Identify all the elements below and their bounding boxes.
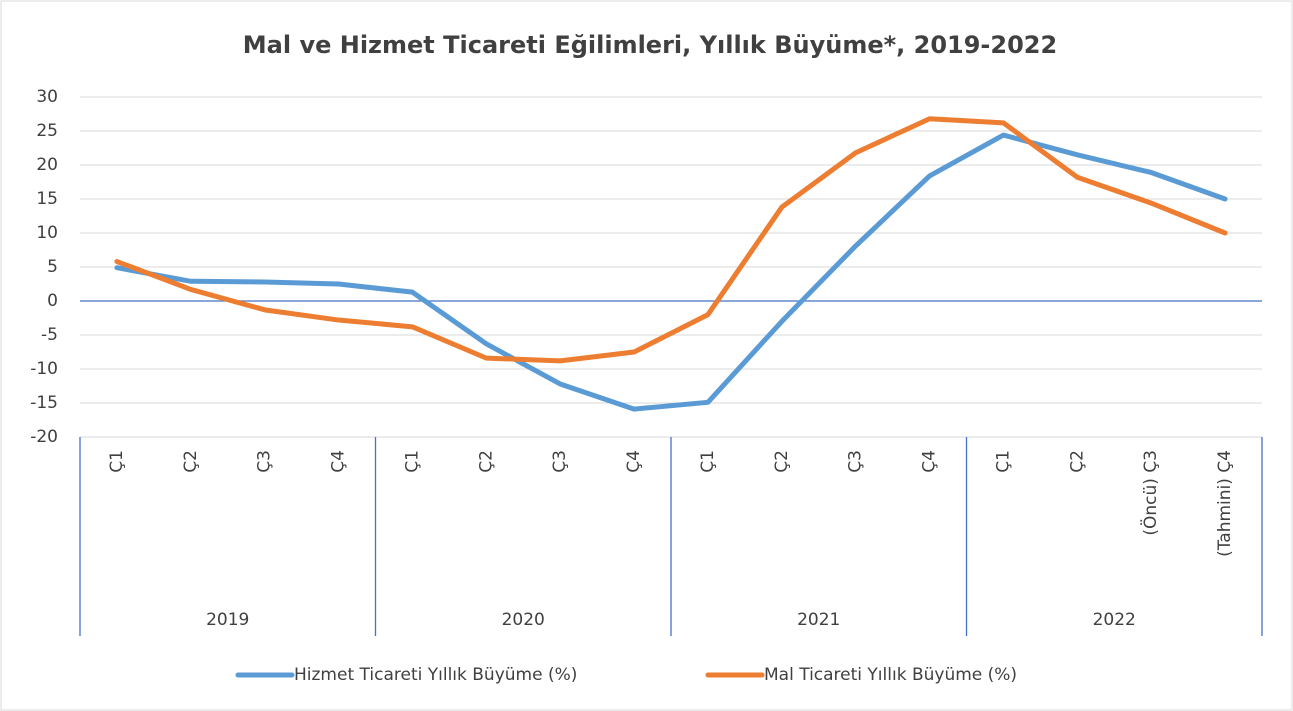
y-tick-label: 10 <box>36 223 58 243</box>
x-tick-label: Ç3 <box>255 450 275 473</box>
x-tick-label: Ç1 <box>402 450 422 473</box>
y-tick-label: 30 <box>36 87 58 107</box>
x-tick-label: (Öncü) Ç3 <box>1139 450 1161 536</box>
y-tick-label: -10 <box>30 359 58 379</box>
x-tick-label: Ç2 <box>181 450 201 473</box>
x-tick-label: Ç2 <box>772 450 792 473</box>
x-tick-label: Ç1 <box>107 450 127 473</box>
x-tick-label: Ç4 <box>920 450 940 473</box>
legend-label: Mal Ticareti Yıllık Büyüme (%) <box>764 665 1017 685</box>
x-tick-label: Ç4 <box>329 450 349 473</box>
x-tick-label: (Tahmini) Ç4 <box>1215 450 1235 557</box>
group-label: 2020 <box>502 610 545 630</box>
y-tick-label: 5 <box>47 257 58 277</box>
series-line <box>114 132 1228 412</box>
legend-label: Hizmet Ticareti Yıllık Büyüme (%) <box>294 665 577 685</box>
y-tick-label: 25 <box>36 121 58 141</box>
y-tick-label: -20 <box>30 427 58 447</box>
y-tick-label: -5 <box>41 325 58 345</box>
x-tick-label: Ç2 <box>1067 450 1087 473</box>
y-tick-label: 15 <box>36 189 58 209</box>
group-label: 2022 <box>1093 610 1136 630</box>
x-tick-label: Ç2 <box>476 450 496 473</box>
x-tick-label: Ç3 <box>550 450 570 473</box>
x-tick-label: Ç4 <box>624 450 644 473</box>
group-label: 2019 <box>206 610 249 630</box>
y-tick-label: 20 <box>36 155 58 175</box>
x-tick-label: Ç3 <box>846 450 866 473</box>
x-tick-label: Ç1 <box>993 450 1013 473</box>
group-label: 2021 <box>797 610 840 630</box>
y-tick-label: -15 <box>30 393 58 413</box>
y-tick-label: 0 <box>47 291 58 311</box>
series-line <box>114 116 1228 364</box>
x-tick-label: Ç1 <box>698 450 718 473</box>
chart-title: Mal ve Hizmet Ticareti Eğilimleri, Yıllı… <box>243 31 1057 59</box>
